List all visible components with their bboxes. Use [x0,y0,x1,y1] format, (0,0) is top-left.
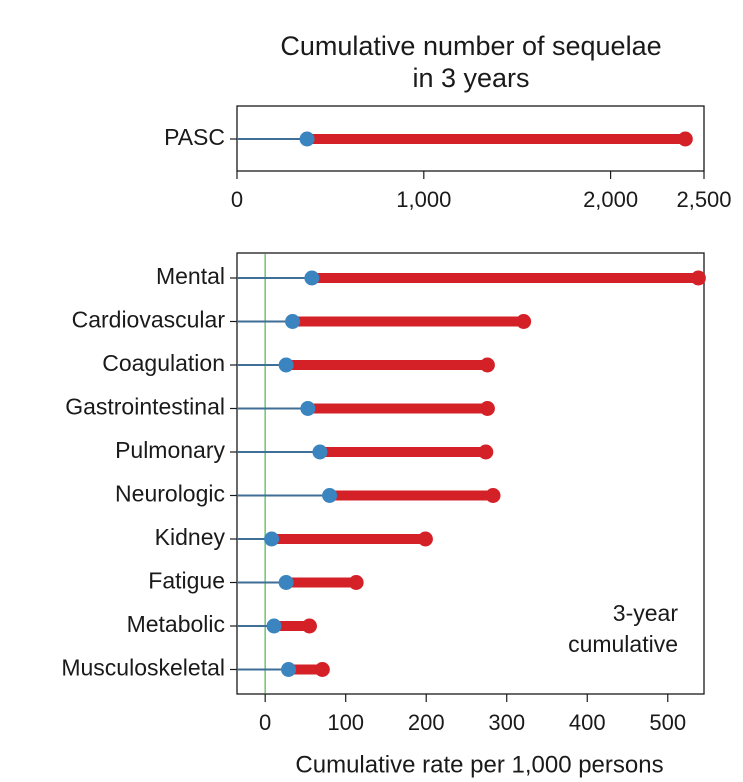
high-value-point [348,575,364,590]
x-axis-label: Cumulative rate per 1,000 persons [295,751,663,778]
bottom-panel: 0 100 200 300 400 500 Cumulative rate per 1,00… [61,252,706,778]
x-tick-label: 0 [231,187,243,212]
chart-title-line: Cumulative number of sequelae [280,31,661,61]
category-label: Kidney [155,524,226,550]
x-tick-label: 2,500 [676,187,731,212]
x-tick-label: 500 [649,710,686,735]
low-value-point [304,270,320,286]
category-label: Cardiovascular [72,307,226,333]
category-label: PASC [164,124,225,150]
high-value-point [314,662,330,677]
x-tick-label: 300 [488,710,525,735]
chart-title-line: in 3 years [412,63,529,93]
high-value-point [478,444,494,460]
low-value-point [281,662,297,677]
category-label: Gastrointestinal [65,394,225,420]
x-tick-label: 2,000 [583,187,638,212]
x-tick-label: 200 [408,710,445,735]
x-tick-label: 0 [259,710,271,735]
low-value-point [278,357,294,373]
x-tick-label: 1,000 [396,187,451,212]
low-value-point [322,488,338,503]
category-label: Neurologic [115,481,225,507]
low-value-point [264,531,280,547]
annotation-line: 3-year [613,600,679,626]
plot-frame [236,252,705,695]
annotation-line: cumulative [568,631,678,657]
high-value-point [479,357,495,373]
low-value-point [299,131,315,147]
category-label: Mental [156,263,225,289]
x-tick-label: 100 [327,710,364,735]
high-value-point [485,488,501,503]
high-value-point [677,131,693,147]
high-value-point [690,270,706,286]
low-value-point [278,575,294,590]
low-value-point [266,618,282,634]
high-value-point [417,531,433,547]
high-value-point [516,314,532,329]
high-value-point [479,401,495,416]
x-tick-label: 400 [569,710,606,735]
category-label: Pulmonary [115,437,225,463]
category-label: Metabolic [127,611,225,637]
low-value-point [300,401,316,416]
low-value-point [312,444,328,460]
category-label: Musculoskeletal [61,655,225,681]
category-label: Fatigue [148,568,225,594]
high-value-point [301,618,317,634]
low-value-point [285,314,301,329]
category-label: Coagulation [102,350,225,376]
